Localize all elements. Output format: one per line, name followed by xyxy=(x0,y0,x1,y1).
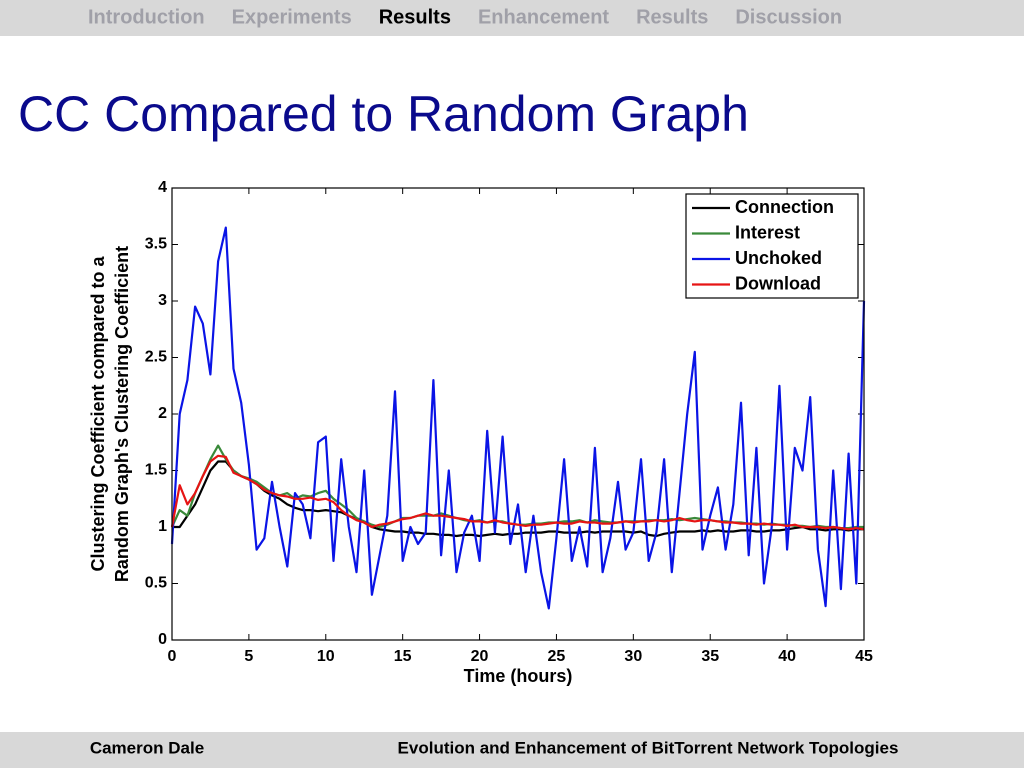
plot-frame xyxy=(171,187,865,641)
nav-item: Enhancement xyxy=(478,6,609,28)
x-tick-label: 25 xyxy=(548,648,566,665)
legend-label: Interest xyxy=(735,222,800,242)
nav-bar xyxy=(0,0,1024,36)
series-line xyxy=(172,460,864,538)
x-tick-label: 20 xyxy=(471,648,489,665)
nav-item: Introduction xyxy=(88,6,205,28)
y-tick-label: 2.5 xyxy=(145,349,167,366)
legend-label: Download xyxy=(735,273,821,293)
x-tick-label: 5 xyxy=(244,648,253,665)
footer-talk: Evolution and Enhancement of BitTorrent … xyxy=(398,738,899,757)
legend-label: Connection xyxy=(735,197,834,217)
y-tick-label: 1 xyxy=(158,518,167,535)
nav-item: Results xyxy=(636,6,708,28)
legend-box xyxy=(685,193,859,299)
nav-item: Discussion xyxy=(735,6,842,28)
nav: Introduction Experiments Results Enhancemen… xyxy=(88,6,842,28)
y-tick-label: 4 xyxy=(158,179,167,196)
nav-item: Experiments xyxy=(232,6,352,28)
slide-title: CC Compared to Random Graph xyxy=(18,86,749,142)
series-line xyxy=(170,454,865,531)
x-tick-label: 30 xyxy=(624,648,642,665)
nav-item: Results xyxy=(379,6,451,28)
footer-bar xyxy=(0,732,1024,768)
x-axis-label: Time (hours) xyxy=(464,666,573,686)
y-tick-label: 3.5 xyxy=(145,236,167,253)
series-line xyxy=(170,226,866,610)
footer-author: Cameron Dale xyxy=(90,738,204,757)
y-tick-label: 2 xyxy=(158,405,167,422)
y-tick-label: 1.5 xyxy=(145,462,167,479)
x-tick-label: 45 xyxy=(855,648,873,665)
x-tick-label: 10 xyxy=(317,648,335,665)
y-axis-label: Clustering Coefficient compared to a xyxy=(88,255,108,571)
y-tick-label: 0.5 xyxy=(145,575,167,592)
x-tick-label: 35 xyxy=(701,648,719,665)
x-tick-label: 15 xyxy=(394,648,412,665)
chart: 00.511.522.533.540 5 10 15 20 25 30 35 40 45Time … xyxy=(88,179,873,686)
x-tick-label: 40 xyxy=(778,648,796,665)
y-tick-label: 0 xyxy=(158,631,167,648)
x-tick-label: 0 xyxy=(168,648,177,665)
legend-label: Unchoked xyxy=(735,248,822,268)
y-axis-label: Random Graph's Clustering Coefficient xyxy=(112,246,132,582)
y-tick-label: 3 xyxy=(158,292,167,309)
